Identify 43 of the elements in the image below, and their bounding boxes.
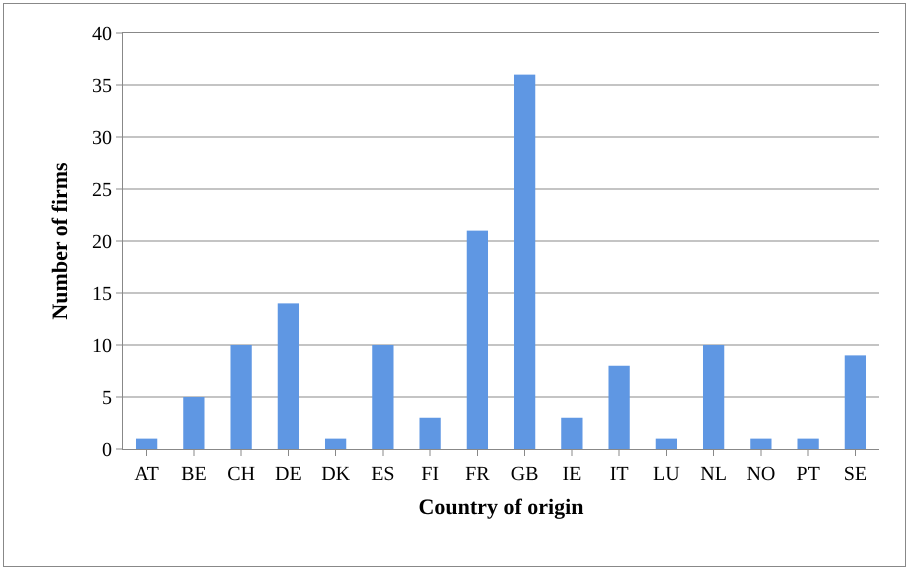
x-tick-label: BE — [181, 463, 207, 485]
y-tick-label: 0 — [102, 439, 112, 461]
y-tick-label: 5 — [102, 387, 112, 409]
x-tick-label: FI — [421, 463, 440, 485]
bar — [324, 438, 346, 449]
x-tick-label: IT — [610, 463, 629, 485]
x-tick-label: DE — [275, 463, 302, 485]
bar — [278, 303, 300, 449]
x-tick-label: PT — [796, 463, 820, 485]
bar — [183, 397, 205, 449]
x-tick-label: CH — [227, 463, 256, 485]
bar — [230, 345, 252, 449]
x-tick-label: FR — [465, 463, 490, 485]
bar — [702, 345, 724, 449]
x-tick-label: AT — [134, 463, 159, 485]
y-tick-label: 30 — [92, 127, 112, 149]
x-tick-label: IE — [562, 463, 582, 485]
bar — [136, 438, 158, 449]
x-axis-title: Country of origin — [418, 494, 584, 519]
y-tick-label: 25 — [92, 179, 112, 201]
x-tick-label: NL — [700, 463, 727, 485]
y-tick-label: 40 — [92, 23, 112, 45]
bar — [844, 355, 866, 449]
bar — [797, 438, 819, 449]
bar — [466, 230, 488, 449]
y-tick-label: 20 — [92, 231, 112, 253]
bar — [656, 438, 678, 449]
bar — [514, 74, 536, 449]
y-tick-label: 10 — [92, 335, 112, 357]
x-tick-label: GB — [510, 463, 539, 485]
x-tick-label: NO — [746, 463, 776, 485]
bar — [750, 438, 772, 449]
x-tick-label: LU — [653, 463, 680, 485]
x-tick-label: ES — [371, 463, 395, 485]
x-tick-label: DK — [321, 463, 351, 485]
bar — [608, 366, 630, 449]
y-axis-title: Number of firms — [46, 162, 72, 320]
bar — [372, 345, 394, 449]
bar — [419, 418, 441, 449]
x-tick-label: SE — [844, 463, 868, 485]
bar — [561, 418, 583, 449]
y-tick-label: 35 — [92, 75, 112, 97]
y-tick-label: 15 — [92, 283, 112, 305]
